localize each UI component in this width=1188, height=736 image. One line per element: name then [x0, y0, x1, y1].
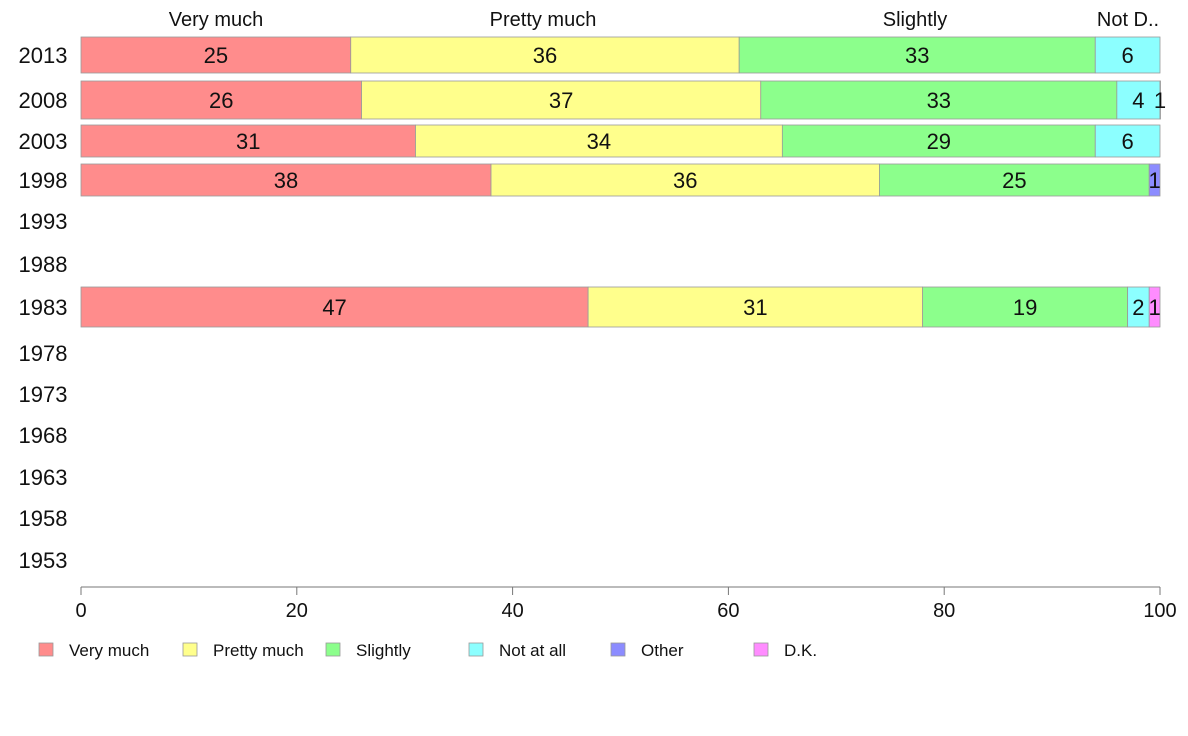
legend-swatch	[182, 642, 198, 657]
bar-value-label: 36	[673, 168, 697, 193]
year-label: 1998	[19, 168, 68, 193]
bar-value-label: 1	[1154, 88, 1166, 113]
bar-value-label: 2	[1132, 295, 1144, 320]
bar-segment	[1159, 80, 1161, 120]
legend-label: Slightly	[356, 641, 411, 660]
bar-value-label: 36	[533, 43, 557, 68]
bar-segment	[415, 124, 783, 158]
bar-segment	[361, 80, 762, 120]
legend-swatch	[38, 642, 54, 657]
x-tick-label: 60	[717, 600, 739, 622]
bar-value-label: 37	[549, 88, 573, 113]
year-label: 1978	[19, 341, 68, 366]
legend-swatch	[468, 642, 484, 657]
bar-segment	[760, 80, 1118, 120]
bar-value-label: 34	[587, 129, 611, 154]
year-label: 2008	[19, 88, 68, 113]
column-header-label: Very much	[169, 9, 263, 31]
x-tick-label: 0	[75, 600, 86, 622]
legend-swatch	[753, 642, 769, 657]
bar-segment	[1094, 36, 1161, 74]
legend-swatch	[610, 642, 626, 657]
year-label: 1988	[19, 252, 68, 277]
bar-segment	[80, 80, 362, 120]
x-tick-label: 40	[501, 600, 523, 622]
legend-swatch	[325, 642, 341, 657]
bar-value-label: 29	[927, 129, 951, 154]
bar-value-label: 31	[743, 295, 767, 320]
column-header-label: Slightly	[883, 9, 947, 31]
legend-label: Very much	[69, 641, 149, 660]
bar-value-label: 4	[1132, 88, 1144, 113]
bar-segment	[1148, 163, 1161, 197]
bar-value-label: 25	[204, 43, 228, 68]
bar-value-label: 1	[1148, 168, 1160, 193]
year-label: 1963	[19, 465, 68, 490]
bar-value-label: 33	[927, 88, 951, 113]
bar-value-label: 19	[1013, 295, 1037, 320]
column-header-label: Not D..	[1097, 9, 1159, 31]
bar-value-label: 6	[1122, 43, 1134, 68]
bar-value-label: 47	[322, 295, 346, 320]
bar-segment	[80, 163, 492, 197]
bar-segment	[879, 163, 1150, 197]
bar-value-label: 6	[1122, 129, 1134, 154]
legend-label: D.K.	[784, 641, 817, 660]
year-label: 1958	[19, 506, 68, 531]
bar-segment	[1094, 124, 1161, 158]
year-label: 1953	[19, 548, 68, 573]
year-label: 2013	[19, 43, 68, 68]
bar-segment	[80, 286, 589, 328]
year-label: 1973	[19, 382, 68, 407]
bar-value-label: 25	[1002, 168, 1026, 193]
bar-segment	[350, 36, 740, 74]
bar-segment	[1148, 286, 1161, 328]
x-tick-label: 80	[933, 600, 955, 622]
year-label: 2003	[19, 129, 68, 154]
bar-segment	[587, 286, 924, 328]
bar-segment	[922, 286, 1129, 328]
year-label: 1993	[19, 209, 68, 234]
bar-value-label: 26	[209, 88, 233, 113]
legend-label: Other	[641, 641, 684, 660]
column-header-label: Pretty much	[490, 9, 597, 31]
year-label: 1968	[19, 423, 68, 448]
bar-value-label: 33	[905, 43, 929, 68]
bar-segment	[781, 124, 1096, 158]
bar-segment	[1116, 80, 1161, 120]
bar-segment	[738, 36, 1096, 74]
bar-value-label: 1	[1148, 295, 1160, 320]
legend-label: Not at all	[499, 641, 566, 660]
bar-value-label: 31	[236, 129, 260, 154]
legend-label: Pretty much	[213, 641, 304, 660]
bar-value-label: 38	[274, 168, 298, 193]
x-tick-label: 20	[286, 600, 308, 622]
year-label: 1983	[19, 295, 68, 320]
bar-segment	[490, 163, 880, 197]
bar-segment	[80, 124, 416, 158]
x-tick-label: 100	[1143, 600, 1176, 622]
bar-segment	[80, 36, 352, 74]
